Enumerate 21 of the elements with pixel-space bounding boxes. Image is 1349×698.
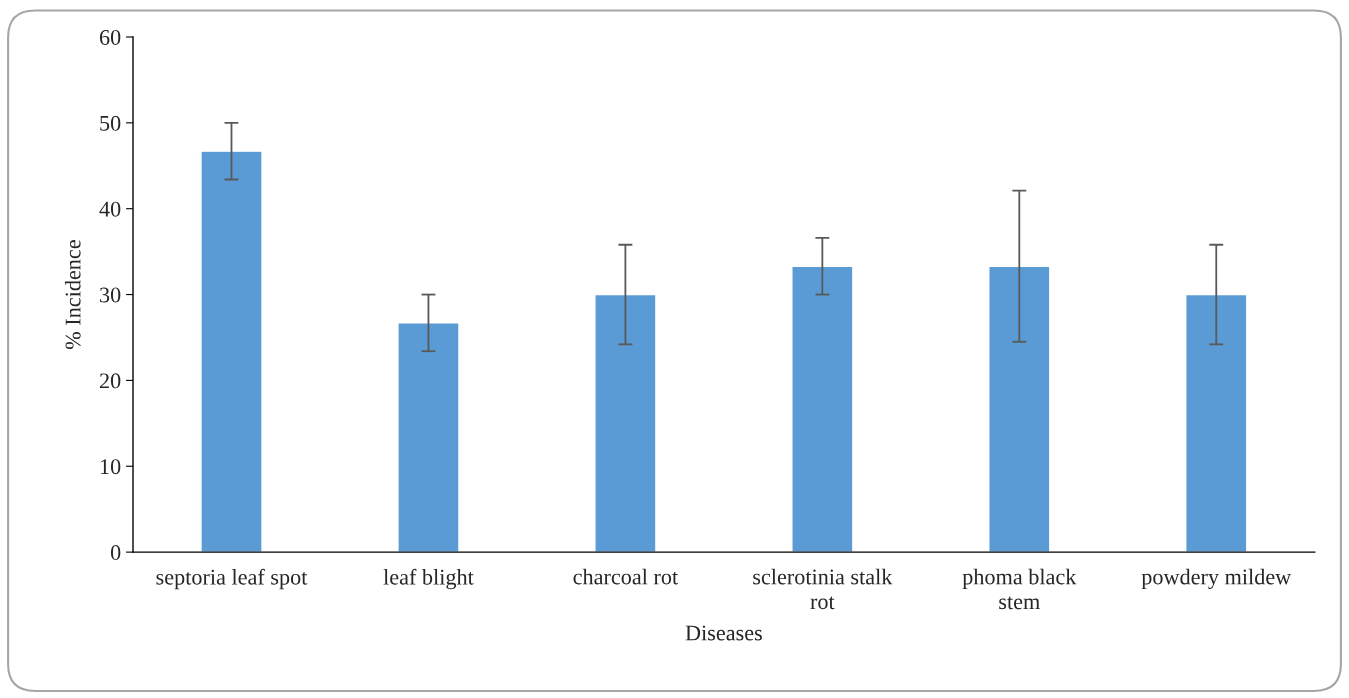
y-tick-label: 10 bbox=[100, 459, 121, 475]
x-tick-label: powdery mildew bbox=[1141, 568, 1292, 589]
x-tick-label: charcoal rot bbox=[573, 568, 679, 585]
y-tick-label: 50 bbox=[100, 115, 121, 131]
bar bbox=[988, 265, 1051, 553]
bar bbox=[594, 293, 657, 553]
y-tick-label: 40 bbox=[99, 201, 121, 217]
y-tick-label: 20 bbox=[99, 373, 121, 389]
y-tick-label: 30 bbox=[100, 287, 121, 303]
y-axis-title: % Incidence bbox=[64, 240, 81, 350]
x-tick-label: leaf blight bbox=[383, 568, 474, 590]
x-tick-label: phoma black stem bbox=[962, 568, 1077, 610]
x-tick-label: sclerotinia stalk rot bbox=[753, 568, 893, 610]
bar bbox=[1185, 293, 1248, 553]
bar bbox=[791, 265, 854, 553]
y-tick-label: 60 bbox=[99, 29, 121, 45]
bar bbox=[200, 150, 263, 553]
x-tick-label: septoria leaf spot bbox=[156, 568, 308, 590]
x-axis-title: Diseases bbox=[685, 625, 762, 641]
y-tick-label: 0 bbox=[110, 545, 121, 561]
bar bbox=[397, 322, 460, 553]
